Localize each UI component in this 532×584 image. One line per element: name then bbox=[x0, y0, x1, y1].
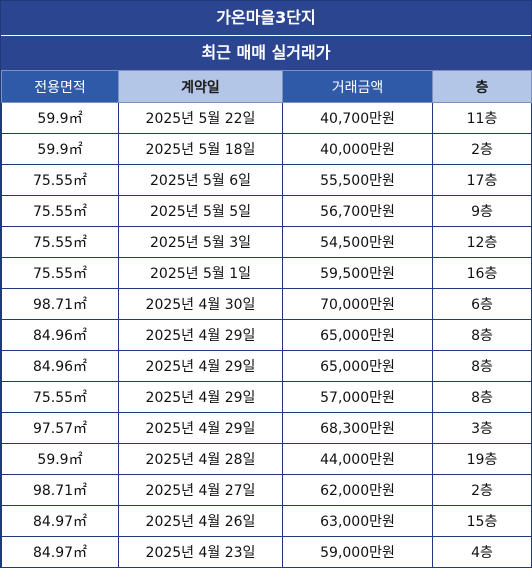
cell-contract-date: 2025년 4월 30일 bbox=[118, 288, 283, 320]
header-floor: 층 bbox=[432, 70, 532, 103]
cell-floor: 6층 bbox=[432, 288, 532, 320]
cell-floor: 2층 bbox=[432, 474, 532, 506]
cell-floor: 17층 bbox=[432, 164, 532, 196]
table-row: 84.97㎡ 2025년 4월 23일 59,000만원 4층 bbox=[1, 536, 532, 568]
cell-area: 84.96㎡ bbox=[1, 350, 119, 382]
cell-floor: 8층 bbox=[432, 381, 532, 413]
cell-area: 59.9㎡ bbox=[1, 102, 119, 134]
cell-price: 57,000만원 bbox=[282, 381, 433, 413]
cell-price: 65,000만원 bbox=[282, 319, 433, 351]
transactions-panel: 가온마을3단지 최근 매매 실거래가 전용면적 계약일 거래금액 층 59.9㎡… bbox=[0, 0, 532, 568]
table-row: 75.55㎡ 2025년 5월 6일 55,500만원 17층 bbox=[1, 164, 532, 196]
table-header-row: 전용면적 계약일 거래금액 층 bbox=[1, 70, 532, 103]
table-row: 59.9㎡ 2025년 5월 18일 40,000만원 2층 bbox=[1, 133, 532, 165]
cell-price: 54,500만원 bbox=[282, 226, 433, 258]
cell-contract-date: 2025년 5월 3일 bbox=[118, 226, 283, 258]
cell-area: 75.55㎡ bbox=[1, 257, 119, 289]
table-subtitle: 최근 매매 실거래가 bbox=[1, 36, 531, 70]
cell-price: 68,300만원 bbox=[282, 412, 433, 444]
cell-floor: 12층 bbox=[432, 226, 532, 258]
cell-area: 98.71㎡ bbox=[1, 474, 119, 506]
cell-area: 75.55㎡ bbox=[1, 195, 119, 227]
cell-floor: 11층 bbox=[432, 102, 532, 134]
table-row: 75.55㎡ 2025년 5월 5일 56,700만원 9층 bbox=[1, 195, 532, 227]
cell-contract-date: 2025년 5월 5일 bbox=[118, 195, 283, 227]
cell-price: 55,500만원 bbox=[282, 164, 433, 196]
table-row: 84.96㎡ 2025년 4월 29일 65,000만원 8층 bbox=[1, 319, 532, 351]
cell-contract-date: 2025년 4월 29일 bbox=[118, 350, 283, 382]
table-row: 97.57㎡ 2025년 4월 29일 68,300만원 3층 bbox=[1, 412, 532, 444]
cell-floor: 8층 bbox=[432, 319, 532, 351]
page-title: 가온마을3단지 bbox=[1, 1, 531, 36]
cell-area: 75.55㎡ bbox=[1, 381, 119, 413]
cell-contract-date: 2025년 5월 18일 bbox=[118, 133, 283, 165]
table-row: 59.9㎡ 2025년 4월 28일 44,000만원 19층 bbox=[1, 443, 532, 475]
cell-price: 70,000만원 bbox=[282, 288, 433, 320]
cell-contract-date: 2025년 4월 28일 bbox=[118, 443, 283, 475]
cell-area: 84.96㎡ bbox=[1, 319, 119, 351]
cell-floor: 9층 bbox=[432, 195, 532, 227]
cell-price: 40,700만원 bbox=[282, 102, 433, 134]
cell-price: 63,000만원 bbox=[282, 505, 433, 537]
cell-price: 56,700만원 bbox=[282, 195, 433, 227]
header-area: 전용면적 bbox=[1, 70, 119, 103]
cell-price: 62,000만원 bbox=[282, 474, 433, 506]
cell-contract-date: 2025년 4월 29일 bbox=[118, 319, 283, 351]
table-row: 98.71㎡ 2025년 4월 27일 62,000만원 2층 bbox=[1, 474, 532, 506]
cell-contract-date: 2025년 4월 26일 bbox=[118, 505, 283, 537]
table-row: 75.55㎡ 2025년 5월 3일 54,500만원 12층 bbox=[1, 226, 532, 258]
cell-contract-date: 2025년 5월 6일 bbox=[118, 164, 283, 196]
cell-contract-date: 2025년 5월 22일 bbox=[118, 102, 283, 134]
cell-floor: 16층 bbox=[432, 257, 532, 289]
cell-contract-date: 2025년 4월 23일 bbox=[118, 536, 283, 568]
table-row: 75.55㎡ 2025년 4월 29일 57,000만원 8층 bbox=[1, 381, 532, 413]
cell-contract-date: 2025년 4월 27일 bbox=[118, 474, 283, 506]
cell-area: 75.55㎡ bbox=[1, 164, 119, 196]
table-body: 59.9㎡ 2025년 5월 22일 40,700만원 11층 59.9㎡ 2025년 5… bbox=[1, 102, 532, 568]
table-row: 75.55㎡ 2025년 5월 1일 59,500만원 16층 bbox=[1, 257, 532, 289]
cell-floor: 2층 bbox=[432, 133, 532, 165]
header-price: 거래금액 bbox=[282, 70, 433, 103]
cell-area: 84.97㎡ bbox=[1, 505, 119, 537]
cell-floor: 19층 bbox=[432, 443, 532, 475]
table-row: 98.71㎡ 2025년 4월 30일 70,000만원 6층 bbox=[1, 288, 532, 320]
cell-price: 44,000만원 bbox=[282, 443, 433, 475]
cell-contract-date: 2025년 4월 29일 bbox=[118, 412, 283, 444]
cell-area: 59.9㎡ bbox=[1, 443, 119, 475]
cell-area: 84.97㎡ bbox=[1, 536, 119, 568]
cell-contract-date: 2025년 5월 1일 bbox=[118, 257, 283, 289]
cell-price: 65,000만원 bbox=[282, 350, 433, 382]
table-row: 84.97㎡ 2025년 4월 26일 63,000만원 15층 bbox=[1, 505, 532, 537]
cell-floor: 8층 bbox=[432, 350, 532, 382]
cell-floor: 15층 bbox=[432, 505, 532, 537]
cell-price: 40,000만원 bbox=[282, 133, 433, 165]
table-row: 59.9㎡ 2025년 5월 22일 40,700만원 11층 bbox=[1, 102, 532, 134]
cell-price: 59,000만원 bbox=[282, 536, 433, 568]
cell-price: 59,500만원 bbox=[282, 257, 433, 289]
transactions-table: 전용면적 계약일 거래금액 층 59.9㎡ 2025년 5월 22일 40,700만… bbox=[1, 70, 532, 568]
cell-floor: 4층 bbox=[432, 536, 532, 568]
header-contract-date: 계약일 bbox=[118, 70, 283, 103]
cell-floor: 3층 bbox=[432, 412, 532, 444]
cell-area: 59.9㎡ bbox=[1, 133, 119, 165]
cell-area: 97.57㎡ bbox=[1, 412, 119, 444]
cell-area: 75.55㎡ bbox=[1, 226, 119, 258]
cell-contract-date: 2025년 4월 29일 bbox=[118, 381, 283, 413]
cell-area: 98.71㎡ bbox=[1, 288, 119, 320]
table-row: 84.96㎡ 2025년 4월 29일 65,000만원 8층 bbox=[1, 350, 532, 382]
